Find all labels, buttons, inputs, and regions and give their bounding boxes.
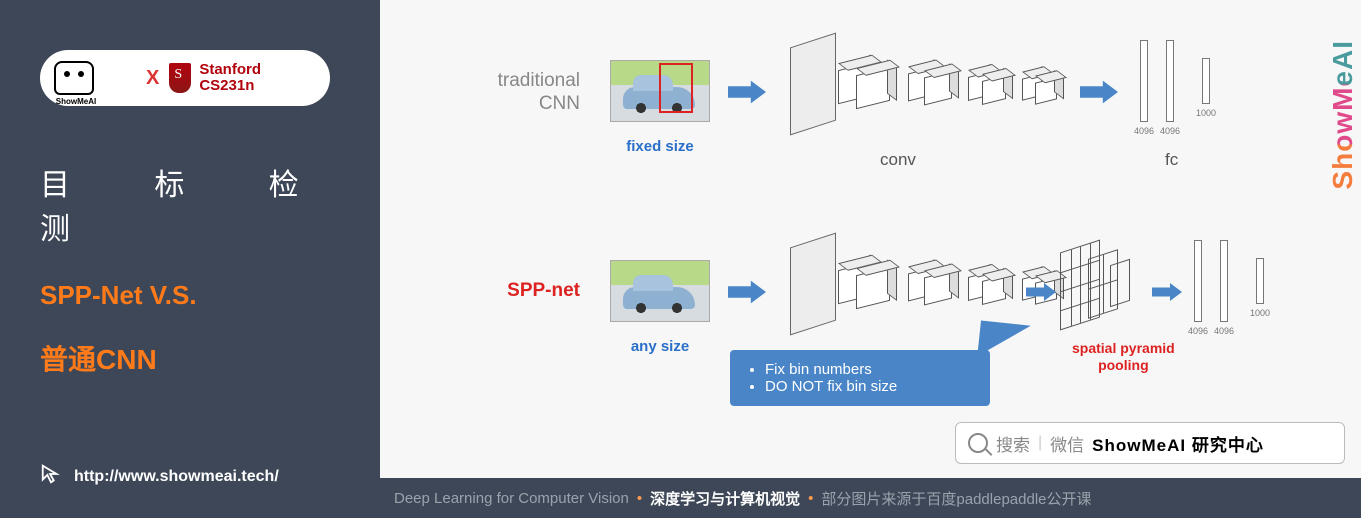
- stanford-line2: CS231n: [199, 78, 261, 95]
- fc-val: 4096: [1155, 126, 1185, 136]
- heading-sub2: 普通CNN: [40, 338, 157, 378]
- search-wx: 微信: [1050, 431, 1084, 456]
- search-brand: ShowMeAI 研究中心: [1092, 431, 1264, 456]
- callout-item: DO NOT fix bin size: [765, 378, 975, 395]
- row1-label: traditional CNN: [420, 70, 580, 116]
- spp-label: spatial pyramid pooling: [1072, 340, 1175, 374]
- row1-image: [610, 60, 710, 122]
- arrow-icon: [1080, 80, 1118, 104]
- stanford-shield-icon: [169, 63, 191, 93]
- stanford-line1: Stanford: [199, 62, 261, 79]
- fc-val: 1000: [1191, 108, 1221, 118]
- search-label: 搜索: [996, 431, 1030, 456]
- fc-val: 1000: [1245, 308, 1275, 318]
- url-text[interactable]: http://www.showmeai.tech/: [74, 468, 279, 486]
- row2-caption: any size: [610, 338, 710, 355]
- dot-icon: •: [808, 490, 813, 507]
- search-icon: [968, 433, 988, 453]
- fc-label: fc: [1165, 150, 1178, 170]
- url-row: http://www.showmeai.tech/: [40, 463, 279, 490]
- heading-main: 目 标 检 测: [40, 160, 380, 248]
- arrow-icon: [1152, 280, 1182, 304]
- arrow-icon: [728, 280, 766, 304]
- row1-caption: fixed size: [610, 138, 710, 155]
- arrow-icon: [728, 80, 766, 104]
- row2-image: [610, 260, 710, 322]
- footer-src: 部分图片来源于百度paddlepaddle公开课: [821, 488, 1091, 509]
- stanford-text: Stanford CS231n: [199, 62, 261, 95]
- diagram-panel: traditional CNN fixed size: [380, 0, 1361, 478]
- callout-box: Fix bin numbers DO NOT fix bin size: [730, 350, 990, 406]
- arrow-icon: [1026, 280, 1056, 304]
- conv-block: [790, 36, 1090, 136]
- logo-separator: X: [146, 67, 159, 90]
- heading-sub1: SPP-Net V.S.: [40, 280, 197, 311]
- spp-block: [1060, 240, 1160, 340]
- conv-label: conv: [880, 150, 916, 170]
- logo-pill: ShowMeAI X Stanford CS231n: [40, 50, 330, 106]
- footer-eng: Deep Learning for Computer Vision: [394, 490, 629, 507]
- showmeai-icon: [54, 61, 94, 95]
- search-pill: 搜索 | 微信 ShowMeAI 研究中心: [955, 422, 1345, 464]
- crop-box: [659, 63, 693, 113]
- showmeai-small-text: ShowMeAI: [56, 97, 96, 106]
- footer: Deep Learning for Computer Vision • 深度学习…: [380, 478, 1361, 518]
- cursor-icon: [40, 463, 62, 490]
- fc-val: 4096: [1209, 326, 1239, 336]
- dot-icon: •: [637, 490, 642, 507]
- watermark: ShowMeAI: [1327, 40, 1359, 190]
- car-icon: [623, 287, 695, 309]
- footer-cn: 深度学习与计算机视觉: [650, 488, 800, 509]
- callout-item: Fix bin numbers: [765, 361, 975, 378]
- row2-label: SPP-net: [420, 280, 580, 303]
- separator: |: [1038, 434, 1042, 452]
- sidebar: ShowMeAI X Stanford CS231n 目 标 检 测 SPP-N…: [0, 0, 380, 518]
